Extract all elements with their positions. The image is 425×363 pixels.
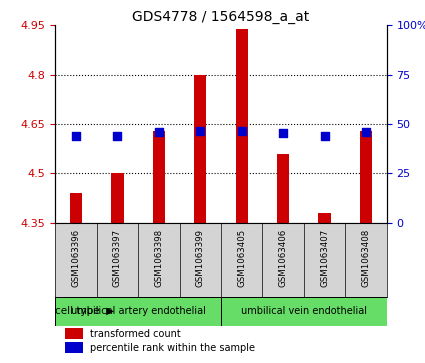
- Text: umbilical artery endothelial: umbilical artery endothelial: [71, 306, 206, 317]
- Bar: [277, 154, 289, 223]
- Text: GSM1063405: GSM1063405: [237, 229, 246, 287]
- Point: [156, 129, 162, 135]
- Text: GSM1063396: GSM1063396: [71, 229, 80, 287]
- Bar: [318, 213, 331, 223]
- Text: GSM1063399: GSM1063399: [196, 229, 205, 286]
- Text: transformed count: transformed count: [90, 329, 181, 339]
- Bar: [194, 75, 207, 223]
- Bar: [65, 328, 83, 339]
- Text: umbilical vein endothelial: umbilical vein endothelial: [241, 306, 367, 317]
- Text: GSM1063397: GSM1063397: [113, 229, 122, 287]
- Point: [73, 132, 79, 138]
- Bar: [70, 193, 82, 223]
- Title: GDS4778 / 1564598_a_at: GDS4778 / 1564598_a_at: [132, 11, 310, 24]
- Text: GSM1063408: GSM1063408: [362, 229, 371, 287]
- Point: [238, 129, 245, 134]
- Point: [114, 132, 121, 138]
- Bar: [55, 297, 221, 326]
- Text: cell type  ▶: cell type ▶: [55, 306, 114, 317]
- Point: [363, 129, 369, 135]
- Bar: [153, 131, 165, 223]
- Bar: [65, 342, 83, 353]
- Text: percentile rank within the sample: percentile rank within the sample: [90, 343, 255, 353]
- Point: [197, 129, 204, 134]
- Bar: [221, 297, 387, 326]
- Text: GSM1063406: GSM1063406: [279, 229, 288, 287]
- Point: [321, 132, 328, 138]
- Bar: [360, 131, 372, 223]
- Bar: [111, 173, 124, 223]
- Point: [280, 130, 286, 136]
- Text: GSM1063407: GSM1063407: [320, 229, 329, 287]
- Bar: [235, 29, 248, 223]
- Text: GSM1063398: GSM1063398: [154, 229, 163, 287]
